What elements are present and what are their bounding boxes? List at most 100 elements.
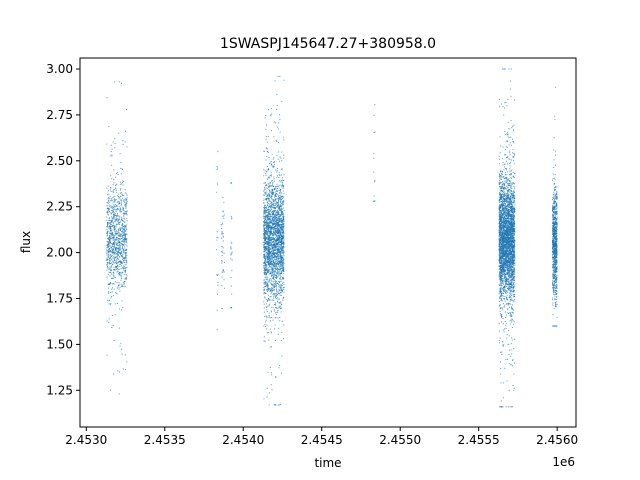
data-point	[278, 320, 280, 322]
data-point	[501, 224, 503, 226]
data-point	[269, 265, 271, 267]
data-point	[281, 320, 283, 322]
data-point	[111, 209, 113, 211]
data-point	[500, 203, 502, 205]
data-point	[274, 216, 276, 218]
data-point	[122, 219, 124, 221]
data-point	[270, 227, 272, 229]
data-point	[109, 206, 111, 208]
data-point	[267, 235, 269, 237]
data-point	[108, 211, 110, 213]
data-point	[268, 280, 270, 282]
data-point	[107, 242, 109, 244]
data-point	[272, 221, 274, 223]
data-point	[511, 406, 513, 408]
data-point	[278, 270, 280, 272]
data-point	[264, 297, 266, 299]
data-point	[280, 292, 282, 294]
data-point	[281, 242, 283, 244]
data-point	[510, 290, 512, 292]
data-point	[122, 206, 124, 208]
data-point	[278, 212, 280, 214]
data-point	[513, 142, 515, 144]
data-point	[268, 240, 270, 242]
data-point	[266, 396, 268, 398]
data-point	[281, 200, 283, 202]
data-point	[121, 210, 123, 212]
data-point	[263, 253, 265, 255]
data-point	[280, 233, 282, 235]
data-point	[508, 262, 510, 264]
data-point	[113, 211, 115, 213]
data-point	[266, 316, 268, 318]
data-point	[112, 196, 114, 198]
data-point	[121, 255, 123, 257]
data-point	[116, 255, 118, 257]
data-point	[272, 278, 274, 280]
data-point	[264, 232, 266, 234]
data-point	[273, 257, 275, 259]
data-point	[280, 290, 282, 292]
data-point	[276, 232, 278, 234]
data-point	[281, 250, 283, 251]
data-point	[268, 230, 270, 232]
data-point	[279, 308, 281, 310]
data-point	[280, 264, 282, 266]
data-point	[111, 221, 113, 223]
data-point	[276, 224, 278, 226]
data-point	[264, 262, 266, 264]
data-point	[110, 191, 112, 193]
data-point	[268, 212, 270, 214]
data-point	[279, 181, 281, 183]
data-point	[274, 226, 276, 228]
data-point	[275, 292, 277, 294]
data-point	[280, 244, 282, 246]
data-point	[510, 183, 512, 185]
data-point	[119, 216, 121, 218]
data-point	[125, 230, 127, 232]
data-point	[106, 97, 108, 99]
data-point	[271, 192, 273, 194]
data-point	[509, 188, 511, 190]
data-point	[499, 192, 501, 194]
data-point	[113, 339, 115, 341]
data-point	[268, 271, 270, 273]
data-point	[269, 194, 271, 196]
data-point	[279, 224, 281, 226]
data-point	[507, 199, 509, 201]
data-point	[271, 249, 273, 251]
data-point	[119, 202, 121, 204]
data-point	[272, 277, 274, 279]
data-point	[117, 230, 119, 232]
data-point	[221, 222, 223, 224]
data-point	[373, 171, 375, 173]
data-point	[283, 216, 285, 218]
data-point	[264, 273, 266, 275]
data-point	[269, 271, 271, 273]
data-point	[506, 299, 508, 301]
data-point	[117, 257, 119, 259]
data-point	[271, 264, 273, 266]
data-point	[266, 220, 268, 222]
data-point	[276, 192, 278, 194]
data-point	[117, 272, 119, 274]
data-point	[118, 235, 120, 237]
data-point	[278, 263, 280, 265]
data-point	[266, 252, 268, 254]
data-point	[268, 317, 270, 319]
data-point	[501, 275, 503, 277]
data-point	[117, 262, 119, 264]
data-point	[280, 301, 282, 303]
data-point	[272, 192, 274, 194]
data-point	[264, 188, 266, 190]
data-point	[116, 230, 118, 232]
data-point	[272, 227, 274, 229]
data-point	[508, 267, 510, 269]
data-point	[282, 267, 284, 269]
data-point	[269, 259, 271, 261]
data-point	[264, 237, 266, 239]
data-point	[124, 267, 126, 269]
data-point	[107, 237, 109, 239]
data-point	[117, 174, 119, 176]
data-point	[124, 249, 126, 251]
